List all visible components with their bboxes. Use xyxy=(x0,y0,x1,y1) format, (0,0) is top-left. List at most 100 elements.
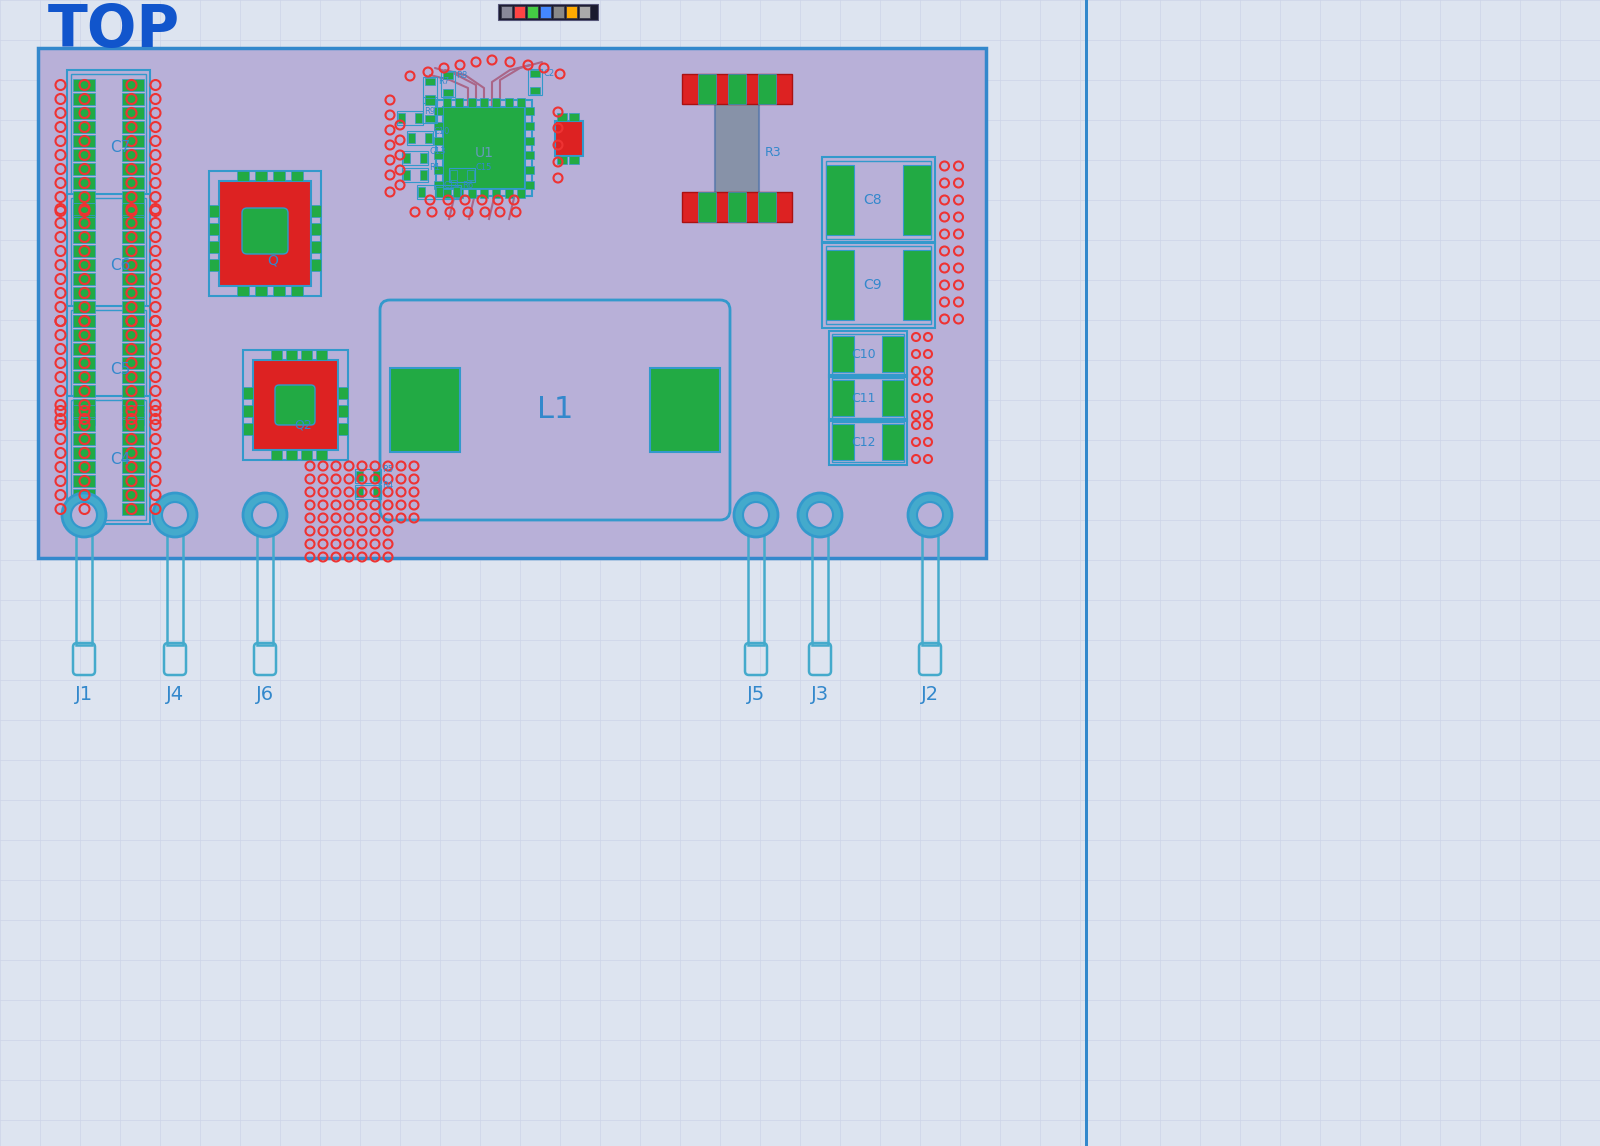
Bar xyxy=(501,6,512,18)
Circle shape xyxy=(62,493,106,537)
Bar xyxy=(902,250,931,320)
Bar xyxy=(728,193,746,222)
Bar xyxy=(254,285,267,296)
Bar xyxy=(530,87,541,94)
Bar xyxy=(210,223,219,235)
Text: J2: J2 xyxy=(922,685,939,705)
Text: C15: C15 xyxy=(477,164,493,173)
Bar xyxy=(122,135,144,147)
Bar xyxy=(403,154,410,163)
Bar xyxy=(122,315,144,327)
Bar xyxy=(443,72,453,79)
Bar xyxy=(682,74,792,104)
Text: C4: C4 xyxy=(110,453,130,468)
Bar xyxy=(728,74,746,104)
Text: J3: J3 xyxy=(811,685,829,705)
Bar xyxy=(418,185,443,199)
Bar xyxy=(72,121,94,133)
Bar xyxy=(317,450,326,460)
Bar xyxy=(882,336,904,372)
Bar xyxy=(70,400,146,520)
Bar xyxy=(286,350,298,360)
Bar xyxy=(453,187,461,197)
Bar xyxy=(698,193,717,222)
Bar xyxy=(435,187,442,197)
Bar xyxy=(122,107,144,119)
Bar xyxy=(373,487,381,497)
Bar xyxy=(122,93,144,105)
Bar xyxy=(122,203,144,215)
Bar xyxy=(122,503,144,515)
Text: C11: C11 xyxy=(851,392,877,405)
Bar xyxy=(434,136,443,144)
Bar xyxy=(650,368,720,452)
Text: U1: U1 xyxy=(475,146,493,160)
Bar xyxy=(826,160,931,240)
Bar xyxy=(758,74,776,104)
Bar xyxy=(902,165,931,235)
Bar xyxy=(579,6,590,18)
Bar xyxy=(419,170,427,180)
Bar xyxy=(122,343,144,355)
Bar xyxy=(72,301,94,313)
Bar xyxy=(882,424,904,460)
Bar xyxy=(122,121,144,133)
Bar xyxy=(72,405,94,417)
Bar xyxy=(243,405,253,417)
Circle shape xyxy=(917,502,942,528)
Bar xyxy=(826,250,853,320)
Bar xyxy=(826,246,931,324)
Text: J4: J4 xyxy=(166,685,184,705)
Bar xyxy=(122,176,144,189)
Circle shape xyxy=(798,493,842,537)
Bar xyxy=(406,131,434,146)
Bar xyxy=(408,133,414,143)
Text: L1: L1 xyxy=(538,395,573,424)
Bar xyxy=(122,413,144,425)
Bar xyxy=(514,6,525,18)
Bar xyxy=(72,447,94,460)
Bar xyxy=(72,371,94,383)
Bar xyxy=(355,469,381,482)
Bar xyxy=(435,100,531,196)
Bar xyxy=(72,93,94,105)
Bar xyxy=(210,205,219,217)
Text: R6: R6 xyxy=(462,181,474,189)
Bar xyxy=(38,48,986,558)
Bar xyxy=(72,259,94,270)
Bar xyxy=(434,166,443,174)
Bar xyxy=(72,79,94,91)
Bar xyxy=(813,533,829,645)
Bar xyxy=(832,333,904,374)
Bar xyxy=(274,171,285,181)
Bar xyxy=(72,329,94,342)
Bar xyxy=(122,273,144,285)
Bar xyxy=(67,70,149,226)
Bar xyxy=(270,350,282,360)
Bar xyxy=(122,259,144,270)
Bar xyxy=(122,231,144,243)
Bar xyxy=(72,176,94,189)
Bar xyxy=(698,74,717,104)
Bar xyxy=(541,6,550,18)
Bar xyxy=(758,193,776,222)
Bar xyxy=(67,194,149,336)
Bar xyxy=(122,461,144,473)
Bar xyxy=(122,163,144,175)
Bar xyxy=(526,6,538,18)
Bar xyxy=(253,360,338,450)
Bar xyxy=(829,419,907,465)
Bar xyxy=(72,273,94,285)
Bar xyxy=(210,171,322,296)
Circle shape xyxy=(70,502,98,528)
Bar xyxy=(832,424,854,460)
Bar xyxy=(355,485,381,499)
Bar xyxy=(525,121,534,129)
Bar xyxy=(122,149,144,160)
Bar xyxy=(72,191,94,203)
Bar xyxy=(72,503,94,515)
Bar xyxy=(442,71,454,97)
Circle shape xyxy=(734,493,778,537)
Bar xyxy=(426,95,435,102)
Bar xyxy=(72,286,94,299)
